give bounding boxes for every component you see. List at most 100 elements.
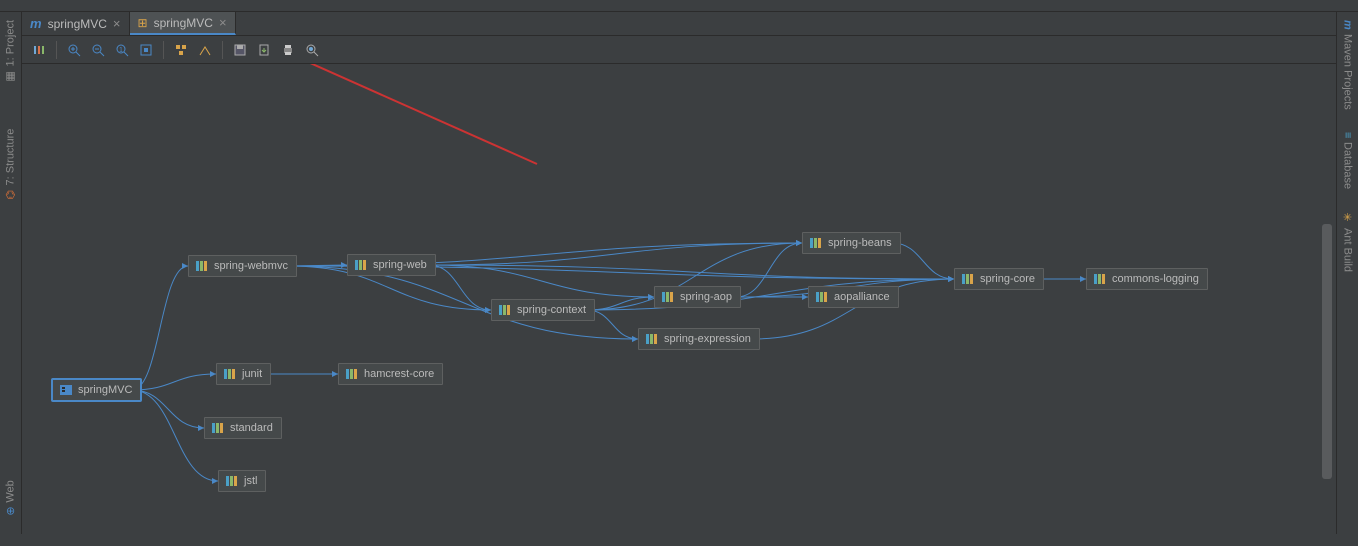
node-hamcrest-core[interactable]: hamcrest-core [338, 363, 443, 385]
node-spring-beans[interactable]: spring-beans [802, 232, 901, 254]
export-button[interactable] [253, 39, 275, 61]
edge [429, 265, 654, 297]
edge [429, 265, 491, 310]
save-button[interactable] [229, 39, 251, 61]
editor-tab-diagram[interactable]: ⊞ springMVC × [130, 12, 236, 35]
node-label: spring-beans [828, 237, 892, 249]
node-label: spring-web [373, 259, 427, 271]
options-button[interactable] [28, 39, 50, 61]
node-label: spring-context [517, 304, 586, 316]
module-icon [59, 384, 73, 396]
sidebar-tab-structure[interactable]: ⌬ 7: Structure [2, 121, 19, 207]
library-icon [1093, 273, 1107, 285]
print-button[interactable] [277, 39, 299, 61]
node-label: hamcrest-core [364, 368, 434, 380]
left-tool-panel: ▦ 1: Project ⌬ 7: Structure ⊕ Web [0, 12, 22, 534]
structure-icon: ⌬ [4, 190, 17, 200]
sidebar-tab-label: 7: Structure [5, 129, 17, 186]
maven-m-icon: m [30, 16, 42, 31]
diagram-canvas[interactable]: springMVC spring-webmvc junit standard jstl s… [22, 64, 1336, 534]
node-label: junit [242, 368, 262, 380]
edge [892, 243, 954, 279]
library-icon [223, 368, 237, 380]
node-label: jstl [244, 475, 257, 487]
node-label: aopalliance [834, 291, 890, 303]
editor-tabs: m springMVC × ⊞ springMVC × [22, 12, 1336, 36]
library-icon [961, 273, 975, 285]
library-icon [211, 422, 225, 434]
library-icon [498, 304, 512, 316]
vertical-scrollbar[interactable] [1322, 224, 1332, 479]
node-label: springMVC [78, 384, 132, 396]
edge [587, 297, 654, 310]
actual-size-button[interactable]: 1 [111, 39, 133, 61]
apply-layout-button[interactable] [170, 39, 192, 61]
node-spring-webmvc[interactable]: spring-webmvc [188, 255, 297, 277]
right-tab-maven[interactable]: m Maven Projects [1340, 12, 1356, 118]
fit-content-button[interactable] [135, 39, 157, 61]
node-spring-aop[interactable]: spring-aop [654, 286, 741, 308]
node-label: spring-expression [664, 333, 751, 345]
node-commons-logging[interactable]: commons-logging [1086, 268, 1208, 290]
diagram-icon: ⊞ [138, 16, 148, 30]
node-spring-context[interactable]: spring-context [491, 299, 595, 321]
close-icon[interactable]: × [219, 15, 227, 30]
edge [429, 265, 954, 279]
library-icon [354, 259, 368, 271]
tab-label: springMVC [48, 17, 107, 31]
toolbar-separator [222, 41, 223, 59]
edge [736, 243, 802, 297]
database-icon: ≡ [1342, 132, 1354, 138]
node-spring-core[interactable]: spring-core [954, 268, 1044, 290]
library-icon [345, 368, 359, 380]
right-tab-label: Maven Projects [1342, 34, 1354, 110]
library-icon [645, 333, 659, 345]
toolbar-separator [56, 41, 57, 59]
library-icon [809, 237, 823, 249]
web-icon: ⊕ [4, 507, 17, 516]
zoom-in-button[interactable] [63, 39, 85, 61]
node-junit[interactable]: junit [216, 363, 271, 385]
library-icon [815, 291, 829, 303]
project-icon: ▦ [4, 70, 17, 83]
edge [429, 243, 802, 265]
edge [587, 279, 954, 310]
node-label: commons-logging [1112, 273, 1199, 285]
toolbar-separator [163, 41, 164, 59]
library-icon [195, 260, 209, 272]
sidebar-tab-project[interactable]: ▦ 1: Project [2, 12, 19, 91]
ant-icon: ✳ [1341, 211, 1354, 224]
maven-icon: m [1342, 20, 1354, 30]
right-tool-panel: m Maven Projects ≡ Database ✳ Ant Build [1336, 12, 1358, 534]
node-standard[interactable]: standard [204, 417, 282, 439]
right-tab-ant[interactable]: ✳ Ant Build [1339, 203, 1356, 280]
node-jstl[interactable]: jstl [218, 470, 266, 492]
node-spring-expression[interactable]: spring-expression [638, 328, 760, 350]
node-springMVC[interactable]: springMVC [52, 379, 141, 401]
right-tab-label: Database [1342, 142, 1354, 189]
top-toolbar [0, 0, 1358, 12]
node-aopalliance[interactable]: aopalliance [808, 286, 899, 308]
close-icon[interactable]: × [113, 16, 121, 31]
node-label: standard [230, 422, 273, 434]
sidebar-tab-web[interactable]: ⊕ Web [2, 472, 19, 524]
find-button[interactable] [301, 39, 323, 61]
tab-label: springMVC [154, 16, 213, 30]
svg-text:1: 1 [119, 47, 123, 54]
edge [132, 390, 204, 428]
edge [132, 266, 188, 390]
edge [132, 374, 216, 390]
library-icon [225, 475, 239, 487]
library-icon [661, 291, 675, 303]
zoom-out-button[interactable] [87, 39, 109, 61]
node-label: spring-aop [680, 291, 732, 303]
sidebar-tab-label: 1: Project [5, 20, 17, 66]
editor-main: m springMVC × ⊞ springMVC × 1 springMVCs… [22, 12, 1336, 534]
right-tab-database[interactable]: ≡ Database [1340, 124, 1356, 198]
diagram-toolbar: 1 [22, 36, 1336, 64]
editor-tab-maven[interactable]: m springMVC × [22, 12, 130, 35]
node-label: spring-core [980, 273, 1035, 285]
route-edges-button[interactable] [194, 39, 216, 61]
sidebar-tab-label: Web [5, 480, 17, 502]
node-spring-web[interactable]: spring-web [347, 254, 436, 276]
